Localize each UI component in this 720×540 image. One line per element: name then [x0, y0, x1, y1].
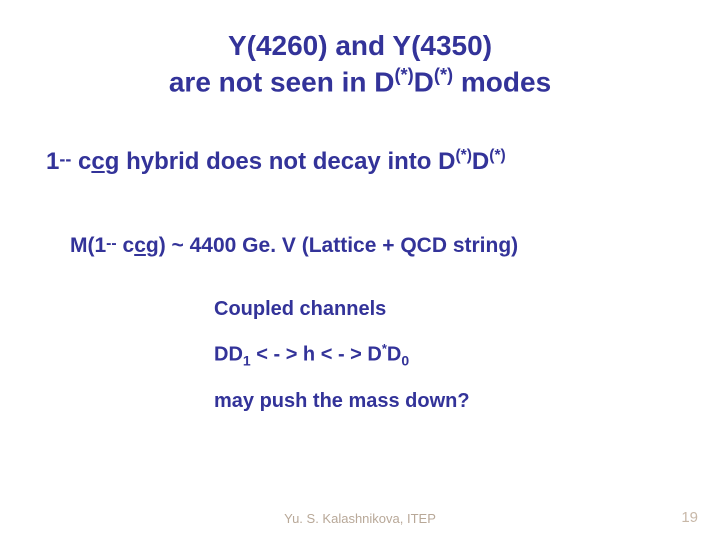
coupled-block: Coupled channels DD1 < - > h < - > D*D0 …	[214, 294, 680, 417]
hybrid-cbar: c	[91, 148, 104, 175]
mass-cbar: c	[134, 234, 146, 257]
dd1-a: DD	[214, 344, 243, 366]
hybrid-sup2: (*)	[489, 147, 505, 164]
title-line1: Y(4260) and Y(4350)	[228, 30, 492, 61]
title-line2-c: modes	[453, 67, 551, 98]
hybrid-b: g hybrid does not decay into D	[105, 148, 456, 175]
mass-a: M(1	[70, 234, 106, 257]
arrows: < - > h < - > D	[251, 344, 382, 366]
jpc-base: 1	[46, 148, 59, 175]
hybrid-c: D	[472, 148, 489, 175]
hybrid-statement: 1-- ccg hybrid does not decay into D(*)D…	[46, 147, 680, 176]
hybrid-a: c	[71, 148, 91, 175]
d0-a: D	[387, 344, 401, 366]
coupled-channels: DD1 < - > h < - > D*D0	[214, 339, 680, 372]
hybrid-sup1: (*)	[455, 147, 471, 164]
d0-sub: 0	[401, 353, 409, 369]
mass-jpc-sup: --	[106, 235, 117, 252]
slide: Y(4260) and Y(4350) are not seen in D(*)…	[0, 0, 720, 540]
title-sup1: (*)	[394, 65, 413, 85]
jpc-sup: --	[59, 149, 71, 169]
dd1-sub: 1	[243, 353, 251, 369]
title-line2-a: are not seen in D	[169, 67, 395, 98]
slide-title: Y(4260) and Y(4350) are not seen in D(*)…	[40, 28, 680, 101]
title-sup2: (*)	[434, 65, 453, 85]
mass-statement: M(1-- ccg) ~ 4400 Ge. V (Lattice + QCD s…	[70, 234, 680, 258]
mass-c: g) ~ 4400 Ge. V (Lattice + QCD string)	[146, 234, 518, 257]
coupled-title: Coupled channels	[214, 294, 680, 325]
mass-b: c	[117, 234, 135, 257]
footer-author: Yu. S. Kalashnikova, ITEP	[0, 511, 720, 526]
mass-question: may push the mass down?	[214, 386, 680, 417]
page-number: 19	[681, 509, 698, 526]
title-line2-b: D	[414, 67, 434, 98]
